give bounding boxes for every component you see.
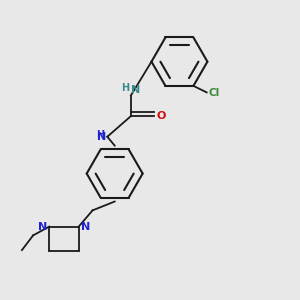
Text: H: H: [121, 83, 129, 93]
Text: Cl: Cl: [208, 88, 219, 98]
Text: H: H: [96, 130, 104, 140]
Text: N: N: [38, 222, 47, 232]
Text: N: N: [80, 222, 90, 232]
Text: O: O: [157, 111, 166, 121]
Text: N: N: [98, 132, 107, 142]
Text: N: N: [131, 85, 141, 95]
